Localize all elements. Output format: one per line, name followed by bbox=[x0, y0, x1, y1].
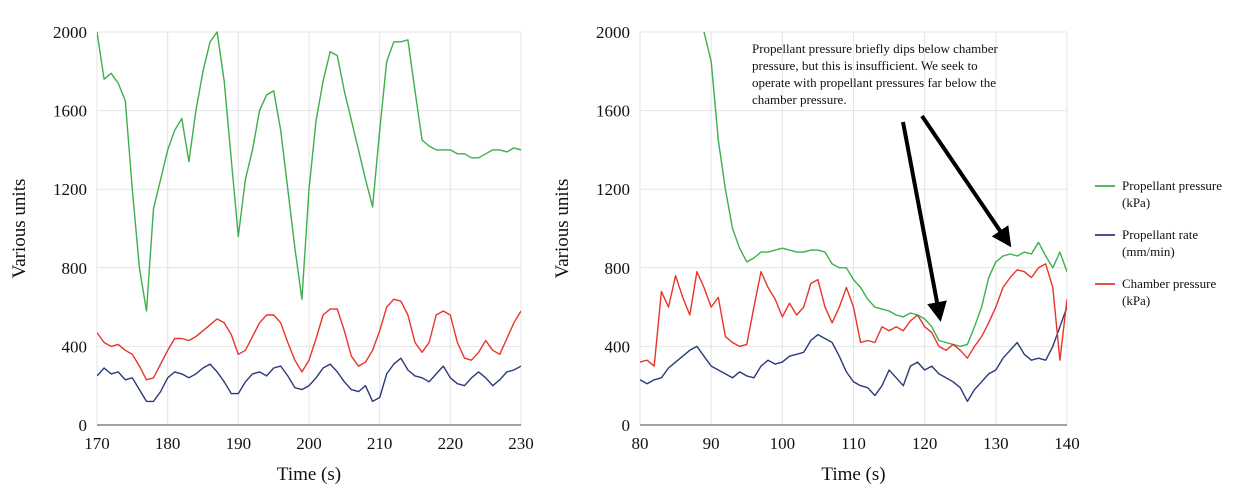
right-chart: 0 400 800 1200 1600 2000 80 90 100 110 120 130 140 Ti… bbox=[552, 23, 1080, 485]
y-tick-label: 0 bbox=[79, 416, 88, 435]
x-tick-label: 90 bbox=[703, 434, 720, 453]
x-tick-label: 180 bbox=[155, 434, 181, 453]
legend-label: Chamber pressure bbox=[1122, 276, 1216, 291]
x-axis-title: Time (s) bbox=[821, 464, 885, 485]
x-tick-label: 210 bbox=[367, 434, 393, 453]
x-tick-label: 130 bbox=[983, 434, 1009, 453]
x-tick-label: 120 bbox=[912, 434, 938, 453]
annotation-line: chamber pressure. bbox=[752, 92, 847, 107]
series-line-chamber-pressure bbox=[640, 263, 1067, 367]
x-tick-label: 80 bbox=[632, 434, 649, 453]
series-line-propellant-rate bbox=[97, 357, 521, 403]
legend-item-chamber-pressure: Chamber pressure (kPa) bbox=[1095, 276, 1216, 308]
left-chart: 0 400 800 1200 1600 2000 170 180 190 200 210 220 230… bbox=[9, 23, 534, 485]
x-tick-label: 220 bbox=[438, 434, 464, 453]
annotation-line: Propellant pressure briefly dips below c… bbox=[752, 41, 999, 56]
annotation-line: pressure, but this is insufficient. We s… bbox=[752, 58, 978, 73]
series-group bbox=[97, 31, 521, 403]
legend-label: Propellant pressure bbox=[1122, 178, 1222, 193]
legend-item-propellant-rate: Propellant rate (mm/min) bbox=[1095, 227, 1198, 259]
y-tick-label: 1200 bbox=[596, 180, 630, 199]
x-tick-label: 100 bbox=[770, 434, 796, 453]
series-line-propellant-pressure bbox=[703, 31, 1067, 348]
y-tick-label: 2000 bbox=[596, 23, 630, 42]
series-line-propellant-rate bbox=[640, 306, 1067, 403]
annotation: Propellant pressure briefly dips below c… bbox=[752, 41, 1012, 322]
x-tick-label: 190 bbox=[226, 434, 252, 453]
y-tick-label: 1200 bbox=[53, 180, 87, 199]
y-tick-label: 1600 bbox=[53, 102, 87, 121]
legend-label: (mm/min) bbox=[1122, 244, 1175, 259]
series-line-chamber-pressure bbox=[97, 298, 521, 381]
x-tick-label: 170 bbox=[84, 434, 110, 453]
x-tick-label: 230 bbox=[508, 434, 534, 453]
annotation-arrow bbox=[901, 121, 947, 322]
legend: Propellant pressure (kPa) Propellant rate (… bbox=[1095, 178, 1222, 308]
y-tick-label: 800 bbox=[605, 259, 631, 278]
y-tick-label: 0 bbox=[622, 416, 631, 435]
annotation-line: operate with propellant pressures far be… bbox=[752, 75, 996, 90]
series-line-propellant-pressure bbox=[97, 31, 521, 312]
y-tick-label: 400 bbox=[62, 337, 88, 356]
gridlines bbox=[96, 31, 522, 426]
x-axis-title: Time (s) bbox=[277, 464, 341, 485]
legend-item-propellant-pressure: Propellant pressure (kPa) bbox=[1095, 178, 1222, 210]
series-group bbox=[640, 31, 1067, 403]
legend-label: Propellant rate bbox=[1122, 227, 1198, 242]
y-tick-label: 400 bbox=[605, 337, 631, 356]
annotation-arrow bbox=[920, 114, 1012, 248]
x-tick-label: 140 bbox=[1054, 434, 1080, 453]
legend-label: (kPa) bbox=[1122, 195, 1150, 210]
y-tick-label: 2000 bbox=[53, 23, 87, 42]
y-tick-label: 800 bbox=[62, 259, 88, 278]
x-tick-label: 110 bbox=[841, 434, 866, 453]
x-tick-label: 200 bbox=[296, 434, 322, 453]
y-axis-title: Various units bbox=[9, 179, 30, 279]
y-tick-label: 1600 bbox=[596, 102, 630, 121]
gridlines bbox=[639, 31, 1068, 426]
legend-label: (kPa) bbox=[1122, 293, 1150, 308]
y-axis-title: Various units bbox=[552, 179, 573, 279]
